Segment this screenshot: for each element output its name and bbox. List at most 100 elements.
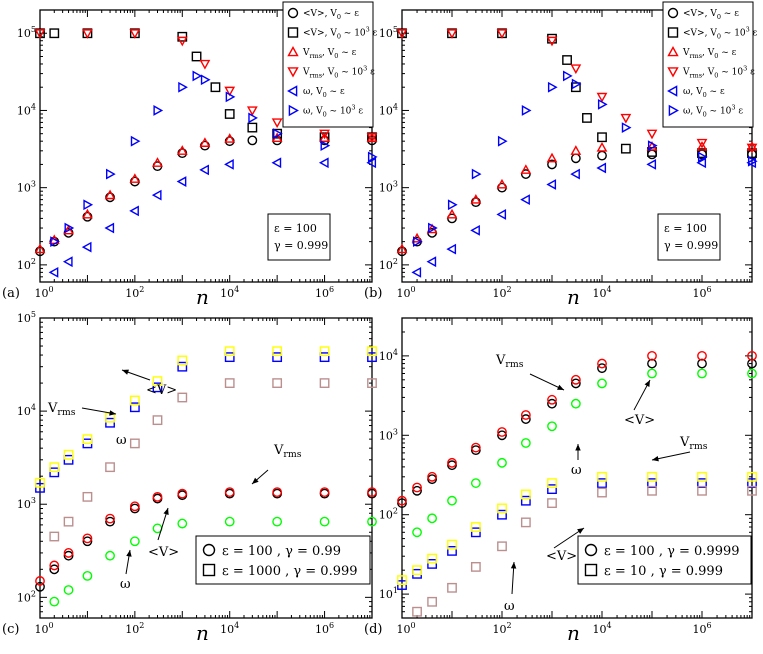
data-point	[570, 64, 582, 75]
panel-label: (d)	[364, 622, 382, 637]
data-point	[176, 176, 187, 187]
param-text: ε = 100	[274, 222, 317, 235]
data-point	[470, 562, 481, 572]
data-point	[747, 358, 757, 369]
data-point	[496, 209, 507, 220]
data-point	[129, 395, 140, 406]
arrow-head	[575, 444, 581, 451]
data-point	[151, 189, 162, 201]
data-point	[547, 421, 557, 432]
data-point	[63, 449, 74, 460]
x-tick-label: 100	[396, 285, 415, 300]
plot-frame	[39, 317, 373, 619]
data-point	[597, 487, 607, 498]
legend-entry: <V>, V0 ~ 103 ε	[683, 26, 758, 41]
data-point	[82, 536, 93, 547]
data-point	[647, 478, 657, 488]
x-tick-label: 104	[592, 621, 611, 636]
data-point	[697, 471, 707, 482]
data-point	[272, 352, 283, 363]
data-point	[427, 596, 438, 607]
data-point	[647, 471, 657, 482]
arrow-head	[252, 477, 259, 484]
y-tick-label: 105	[17, 310, 36, 325]
data-point	[520, 194, 530, 206]
data-point	[105, 516, 115, 527]
data-point	[412, 565, 422, 576]
data-point	[547, 478, 557, 488]
arrow-head	[122, 369, 129, 375]
panel-label: (a)	[2, 286, 20, 301]
data-point	[597, 478, 607, 488]
data-point	[210, 82, 221, 93]
data-point	[470, 478, 481, 488]
annotation-arrow	[651, 451, 691, 461]
data-point	[570, 398, 581, 409]
data-point	[447, 495, 457, 506]
data-point	[35, 581, 45, 592]
data-point	[746, 143, 758, 154]
data-point	[104, 222, 115, 234]
data-point	[272, 346, 283, 357]
legend-marker	[667, 7, 679, 19]
data-point	[49, 531, 60, 542]
arrow-head	[557, 384, 564, 390]
legend: <V>, V0 ~ ε <V>, V0 ~ 103 ε Vrms, V0 ~ ε Vr…	[282, 1, 378, 128]
data-point	[620, 113, 632, 124]
data-point	[597, 363, 607, 374]
data-point	[427, 513, 438, 524]
data-point	[366, 157, 377, 169]
data-point	[497, 457, 507, 468]
legend-entry: Vrms, V0 ~ 103 ε	[302, 65, 375, 80]
data-point	[35, 477, 45, 488]
y-tick-label: 103	[379, 180, 398, 195]
legend-box	[577, 535, 752, 585]
data-point	[272, 487, 283, 497]
annotation: <V>	[146, 383, 177, 398]
panel-label: (c)	[2, 622, 19, 637]
x-tick-label: 100	[34, 621, 53, 636]
legend-entry: Vrms, V0 ~ ε	[682, 48, 737, 60]
data-point	[34, 29, 46, 39]
data-point	[130, 135, 141, 147]
data-point	[747, 368, 757, 379]
data-point	[224, 516, 235, 527]
data-point	[152, 157, 163, 167]
data-point	[81, 241, 92, 253]
data-point	[397, 495, 407, 506]
arrow-head	[652, 456, 659, 462]
data-point	[224, 159, 234, 170]
param-text: ε = 100	[664, 222, 707, 235]
data-point	[427, 559, 438, 569]
data-point	[192, 70, 203, 82]
series-2	[412, 368, 757, 538]
data-point	[224, 346, 235, 357]
panel-c: 100 102 104 106 102 103 104 105 (c) n ε = 100 , γ …	[2, 310, 377, 645]
arrow-head	[510, 562, 517, 569]
data-point	[105, 168, 116, 180]
data-point	[546, 152, 558, 163]
data-point	[647, 140, 658, 152]
data-point	[224, 109, 235, 119]
data-point	[191, 51, 202, 62]
data-point	[367, 151, 378, 163]
data-point	[520, 164, 532, 174]
legend-entry: ε = 100 , γ = 0.99	[222, 544, 341, 559]
legend-marker	[287, 46, 299, 57]
data-point	[105, 417, 115, 428]
x-tick-label: 102	[492, 285, 511, 300]
data-point	[596, 92, 608, 103]
legend-marker	[287, 27, 299, 38]
data-point	[470, 193, 482, 204]
data-point	[105, 550, 115, 561]
legend-entry: ω, V0 ~ 103 ε	[303, 104, 363, 119]
series-1	[397, 350, 757, 506]
data-point	[49, 596, 60, 607]
data-point	[63, 548, 74, 558]
data-point	[746, 140, 758, 151]
data-point	[35, 576, 45, 586]
param-box: ε = 100 γ = 0.999	[657, 213, 721, 261]
data-point	[647, 350, 657, 361]
data-point	[520, 410, 531, 420]
legend-box	[195, 535, 371, 585]
